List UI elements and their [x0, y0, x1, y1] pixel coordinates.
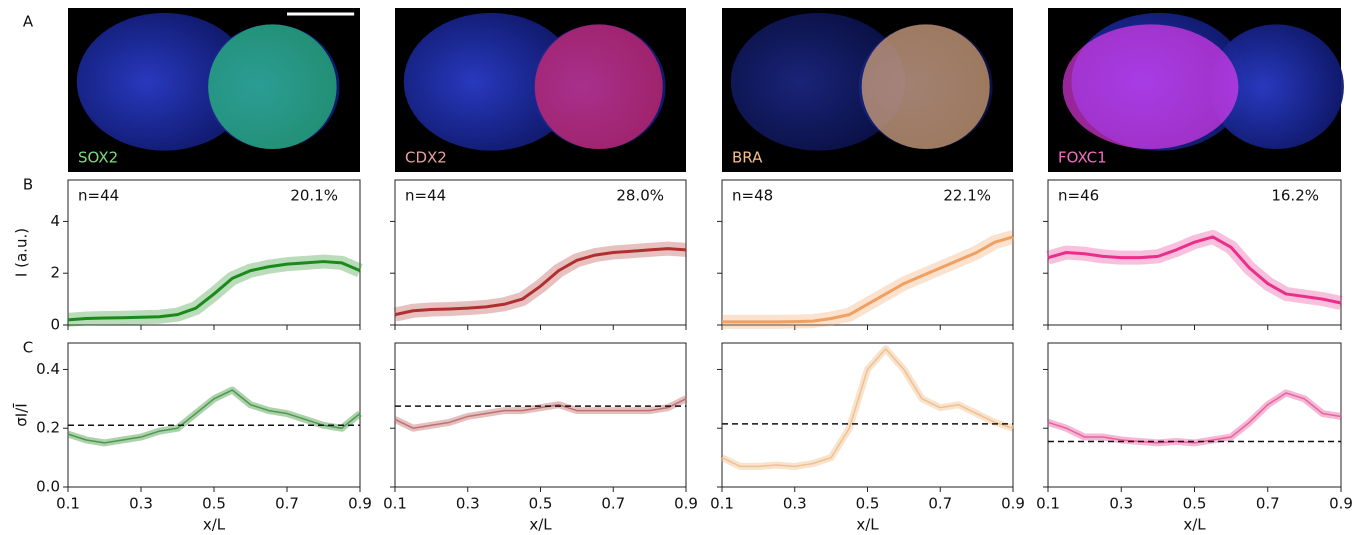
- x-axis-label: x/L: [529, 516, 552, 534]
- y-tick-label: 2: [50, 264, 60, 282]
- x-axis-label: x/L: [203, 516, 226, 534]
- mean-line: [394, 247, 687, 317]
- stain: [1062, 24, 1239, 150]
- mean-line: [722, 235, 1014, 324]
- image-label: BRA: [732, 149, 763, 167]
- x-tick-label: 0.7: [1256, 495, 1280, 513]
- x-tick-label: 0.9: [1001, 495, 1025, 513]
- panel-label: B: [23, 176, 33, 194]
- stain: [534, 24, 663, 150]
- annotation: n=46: [1058, 187, 1099, 205]
- trace-band: [722, 230, 1015, 329]
- stain: [208, 24, 337, 150]
- plot-frame: [67, 342, 361, 488]
- x-axis-label: x/L: [1183, 516, 1206, 534]
- mean-line: [1047, 235, 1342, 305]
- annotation: 16.2%: [1271, 187, 1319, 205]
- trace-band: [67, 254, 363, 327]
- plot-frame: [394, 342, 687, 488]
- x-tick-label: 0.3: [129, 495, 153, 513]
- panel-label: A: [23, 13, 34, 31]
- mean-line: [67, 260, 361, 322]
- trace-band: [1046, 229, 1343, 310]
- mean-line: [721, 348, 1014, 468]
- x-tick-label: 0.7: [928, 495, 952, 513]
- y-tick-label: 4: [50, 212, 60, 230]
- trace-band: [66, 386, 363, 447]
- image-label: FOXC1: [1058, 149, 1107, 167]
- panel-label: C: [23, 339, 33, 357]
- x-tick-label: 0.3: [456, 495, 480, 513]
- embryo: [730, 12, 906, 151]
- x-tick-label: 0.7: [601, 495, 625, 513]
- x-tick-label: 0.9: [674, 495, 698, 513]
- embryo: [403, 12, 579, 151]
- x-tick-label: 0.1: [710, 495, 734, 513]
- image-label: CDX2: [405, 149, 447, 167]
- x-tick-label: 0.1: [56, 495, 80, 513]
- annotation: 28.0%: [616, 187, 664, 205]
- x-tick-label: 0.9: [1329, 495, 1353, 513]
- x-tick-label: 0.5: [856, 495, 880, 513]
- x-tick-label: 0.3: [783, 495, 807, 513]
- mean-line: [394, 398, 687, 429]
- x-tick-label: 0.5: [202, 495, 226, 513]
- embryo: [1209, 24, 1344, 150]
- x-tick-label: 0.1: [1036, 495, 1060, 513]
- x-tick-label: 0.7: [275, 495, 299, 513]
- y-tick-label: 0.0: [36, 478, 60, 496]
- x-tick-label: 0.1: [383, 495, 407, 513]
- x-tick-label: 0.5: [1183, 495, 1207, 513]
- y-tick-label: 0.2: [36, 419, 60, 437]
- y-axis-label: I (a.u.): [13, 228, 31, 277]
- mean-line: [1047, 392, 1342, 444]
- annotation: n=44: [405, 187, 446, 205]
- annotation: 20.1%: [290, 187, 338, 205]
- x-axis-label: x/L: [856, 516, 879, 534]
- stain: [861, 24, 990, 150]
- mean-line: [67, 389, 361, 444]
- y-tick-label: 0.4: [36, 360, 60, 378]
- annotation: n=44: [78, 187, 119, 205]
- image-label: SOX2: [78, 149, 118, 167]
- x-tick-label: 0.9: [348, 495, 372, 513]
- x-tick-label: 0.3: [1109, 495, 1133, 513]
- plot-frame: [1047, 342, 1342, 488]
- y-tick-label: 0: [50, 316, 60, 334]
- embryo: [76, 12, 252, 151]
- trace-band: [720, 345, 1015, 470]
- annotation: n=48: [732, 187, 773, 205]
- trace-band: [393, 241, 687, 322]
- annotation: 22.1%: [943, 187, 991, 205]
- y-axis-label: σI/Ī: [13, 403, 31, 427]
- x-tick-label: 0.5: [529, 495, 553, 513]
- trace-band: [1046, 389, 1342, 447]
